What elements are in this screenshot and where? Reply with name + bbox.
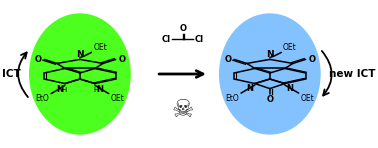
Text: H: H <box>94 87 99 93</box>
Text: N: N <box>97 85 104 94</box>
Text: OEt: OEt <box>110 94 124 103</box>
Text: O: O <box>266 95 273 104</box>
Text: new ICT: new ICT <box>329 69 376 79</box>
Text: O: O <box>34 55 42 64</box>
Text: O: O <box>179 24 186 33</box>
Text: N: N <box>287 84 294 93</box>
Text: EtO: EtO <box>226 94 239 103</box>
Text: H: H <box>61 87 66 93</box>
Text: OEt: OEt <box>93 43 107 52</box>
Text: N: N <box>266 50 274 59</box>
Ellipse shape <box>29 13 131 135</box>
Text: Cl: Cl <box>162 35 171 44</box>
Text: N: N <box>56 85 63 94</box>
Text: O: O <box>118 55 125 64</box>
Text: N: N <box>246 84 253 93</box>
Ellipse shape <box>219 13 321 135</box>
Text: O: O <box>308 55 315 64</box>
Text: OEt: OEt <box>283 43 297 52</box>
Text: OEt: OEt <box>301 94 314 103</box>
Text: EtO: EtO <box>36 94 50 103</box>
Text: N: N <box>76 50 84 59</box>
Text: ICT: ICT <box>2 69 20 79</box>
Text: Cl: Cl <box>194 35 203 44</box>
Text: ☠: ☠ <box>172 98 194 122</box>
Text: O: O <box>225 55 231 64</box>
